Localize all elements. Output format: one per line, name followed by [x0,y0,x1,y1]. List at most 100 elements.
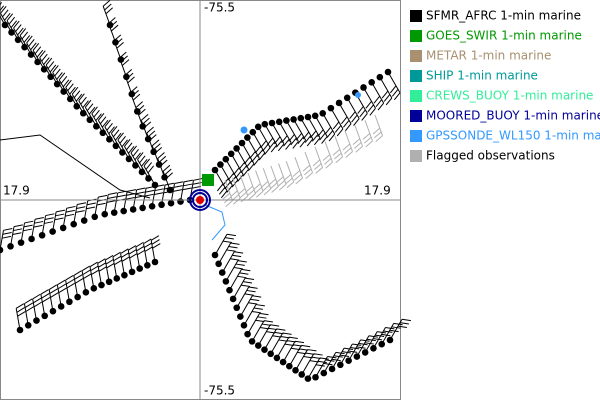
obs-dot [345,357,352,364]
barb-feather [127,189,137,192]
barb-feather [237,174,244,182]
barb-feather [13,224,23,228]
barb-feather [226,233,236,237]
obs-dot [244,330,251,338]
barb-feather [252,295,262,298]
barb-feather [256,149,264,157]
axis-label-top: -75.5 [204,1,235,15]
barb-feather [121,252,130,258]
barb-feather [146,185,156,189]
barb-staff [151,186,157,207]
barb-feather [333,355,343,358]
obs-dot [327,104,335,112]
barb-feather [270,144,278,153]
barb-feather [96,202,106,206]
barb-feather [360,339,370,342]
obs-dot [211,166,219,174]
barb-feather [3,228,13,231]
barb-feather [136,245,145,252]
barb-feather [391,89,399,97]
obs-dot [117,56,125,63]
barb-feather [107,196,117,199]
obs-dot [128,90,136,98]
barb-feather [108,17,116,24]
barb-feather [120,55,128,63]
barb-feather [276,328,286,331]
obs-dot [298,371,306,378]
barb-feather [41,53,48,62]
barb-feather [399,322,409,325]
sonde-marker [240,126,248,134]
barb-feather [295,132,302,141]
barb-feather [228,245,238,249]
obs-dot [248,338,256,345]
barb-feather [113,129,120,138]
barb-feather [127,76,135,84]
barb-feather [23,228,33,232]
obs-dot [70,220,77,228]
barb-staff [0,15,6,26]
obs-dot [217,161,224,168]
barb-feather [125,196,135,200]
barb-feather [28,39,35,47]
obs-dot [129,206,137,213]
obs-dot [226,286,233,294]
barb-feather [242,168,249,177]
obs-dot [286,362,293,370]
barb-staff [104,194,109,215]
barb-feather [131,90,139,97]
barb-feather [135,101,143,108]
barb-staff [151,145,160,165]
barb-feather [273,136,281,145]
barb-feather [365,140,373,148]
barb-staff [123,191,128,212]
barb-feather [361,113,368,121]
barb-feather [286,181,295,189]
obs-dot [335,99,343,107]
barb-feather [328,133,336,142]
barb-feather [66,282,75,289]
barb-feather [271,186,279,193]
barb-feather [47,61,55,69]
barb-feather [373,95,381,104]
barb-feather [115,132,122,141]
barb-feather [240,195,249,203]
barb-feather [313,353,323,356]
barb-feather [45,213,55,217]
barb-feather [401,318,411,322]
obs-dot [151,258,159,266]
barb-feather [91,106,98,115]
barb-feather [106,262,115,269]
label-bg [202,384,236,398]
barb-feather [145,189,155,193]
barb-feather [259,312,269,316]
barb-feather [45,57,53,66]
barb-feather [151,239,160,245]
obs-dot [0,246,4,254]
obs-dot [144,261,151,269]
obs-dot [244,134,251,141]
barb-feather [58,72,66,81]
barb-feather [113,34,122,42]
barb-feather [383,94,391,102]
legend-label: CREWS_BUOY 1-min marine [426,89,593,103]
legend-swatch [410,30,422,42]
barb-feather [355,145,363,153]
obs-dot [148,203,156,210]
obs-dot [59,224,67,232]
barb-feather [343,119,350,128]
barb-feather [247,163,255,172]
obs-dot [136,265,144,272]
barb-feather [335,156,343,164]
barb-feather [304,168,312,176]
barb-feather [104,3,112,11]
barb-feather [295,177,303,185]
obs-dot [229,295,237,303]
barb-feather [101,119,109,128]
barb-feather [324,158,332,165]
barb-feather [39,50,46,58]
barb-feather [102,0,111,7]
barb-feather [322,154,331,161]
barb-feather [75,93,83,102]
